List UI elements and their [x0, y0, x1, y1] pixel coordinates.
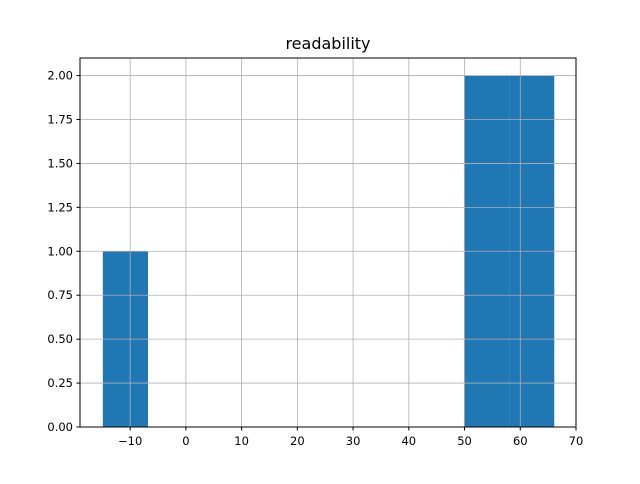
- x-tick-label: 40: [401, 434, 416, 448]
- x-tick-label: 30: [346, 434, 361, 448]
- y-tick-label: 1.50: [47, 156, 73, 170]
- y-tick-label: 2.00: [47, 69, 73, 83]
- chart-title: readability: [285, 34, 370, 53]
- x-tick-label: 50: [457, 434, 472, 448]
- y-tick-label: 1.25: [47, 200, 73, 214]
- x-tick-label: 60: [513, 434, 528, 448]
- y-tick-label: 0.25: [47, 376, 73, 390]
- x-tick-label: 20: [290, 434, 305, 448]
- y-tick-label: 0.00: [47, 420, 73, 434]
- x-tick-label: 10: [234, 434, 249, 448]
- x-tick-label: 0: [182, 434, 189, 448]
- ticks-group: −10 0 10 20 30 40 50 60 70 0.00 0.25 0.50 0.75 1.00 1.…: [47, 69, 583, 448]
- axes-frame: [79, 57, 577, 428]
- y-tick-label: 1.75: [47, 113, 73, 127]
- y-tick-label: 0.75: [47, 288, 73, 302]
- x-tick-label: −10: [118, 434, 142, 448]
- y-tick-label: 1.00: [47, 244, 73, 258]
- y-tick-label: 0.50: [47, 332, 73, 346]
- x-tick-label: 70: [569, 434, 584, 448]
